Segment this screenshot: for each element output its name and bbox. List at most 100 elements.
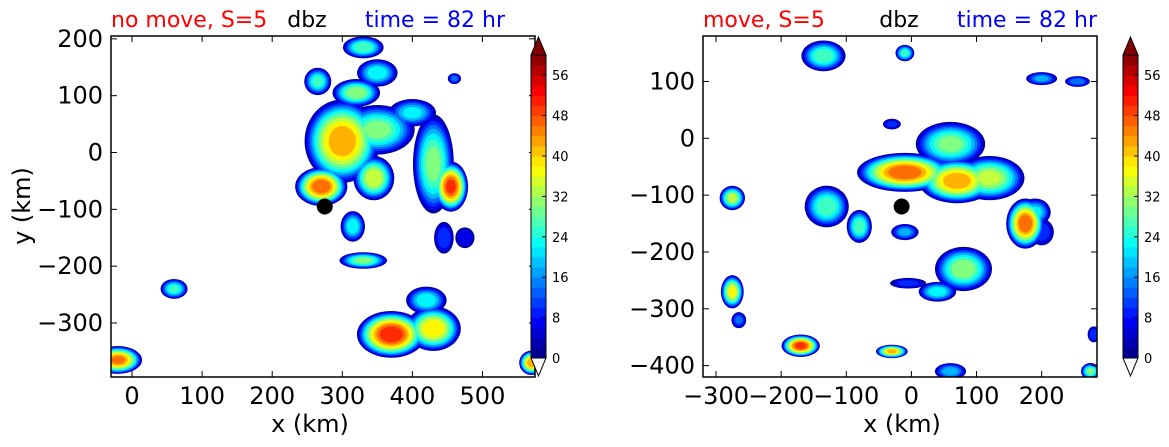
reflectivity-contour (446, 179, 456, 194)
colorbar-tick-label: 8 (1144, 312, 1152, 327)
x-tick-label: 200 (1019, 382, 1065, 410)
left-colorbar: 0 8 16 24 32 40 48 56 (530, 35, 569, 378)
right-title-variable: dbz (879, 8, 918, 33)
x-tick-label: 400 (389, 382, 435, 410)
y-tick-label: −100 (37, 195, 103, 223)
colorbar-swatch (531, 317, 546, 329)
colorbar-swatch (1123, 95, 1138, 106)
y-tick-label: −300 (37, 309, 103, 337)
colorbar-tick-label: 56 (552, 69, 569, 84)
colorbar-tick-label: 32 (1144, 190, 1161, 205)
colorbar-swatch (1123, 236, 1138, 248)
reflectivity-contour (735, 316, 743, 325)
colorbar-swatch (531, 115, 546, 127)
colorbar-tick-label: 16 (552, 271, 569, 286)
left-title-time: time = 82 hr (365, 8, 506, 33)
colorbar-swatch (531, 216, 546, 228)
colorbar-swatch (1123, 55, 1138, 66)
y-tick-label: 100 (649, 67, 695, 95)
reflectivity-contour (402, 107, 422, 119)
reflectivity-contour (354, 42, 373, 53)
colorbar-swatch (1123, 125, 1138, 137)
colorbar-tick-label: 24 (1144, 231, 1161, 246)
colorbar-swatch (1123, 145, 1138, 157)
reflectivity-contour (888, 165, 922, 180)
colorbar-swatch (1123, 75, 1138, 86)
colorbar-swatch (1123, 176, 1138, 187)
right-reflectivity-field (719, 40, 1097, 377)
colorbar-swatch (531, 145, 546, 157)
colorbar-extend-min (1122, 357, 1139, 378)
right-title-time: time = 82 hr (957, 8, 1098, 33)
reflectivity-contour (1087, 368, 1094, 375)
reflectivity-contour (379, 326, 403, 343)
colorbar-swatch (531, 307, 546, 318)
right-y-axis: 100 0 −100 −200 −300 −400 (629, 67, 1097, 380)
x-tick-label: 100 (179, 382, 225, 410)
y-tick-label: −100 (629, 181, 695, 209)
colorbar-tick-label: 16 (1144, 271, 1161, 286)
colorbar-swatch (531, 236, 546, 248)
colorbar-tick-label: 56 (1144, 69, 1161, 84)
reflectivity-contour (328, 126, 356, 157)
reflectivity-contour (416, 293, 437, 307)
reflectivity-contour (457, 229, 473, 246)
left-storm-center-marker (316, 198, 333, 215)
y-tick-label: −200 (629, 238, 695, 266)
colorbar-swatch (1123, 327, 1138, 339)
reflectivity-contour (813, 48, 834, 63)
reflectivity-contour (437, 227, 451, 249)
reflectivity-contour (853, 218, 865, 234)
x-tick-label: 0 (904, 382, 919, 410)
left-title-variable: dbz (287, 8, 326, 33)
left-x-axis-label: x (km) (271, 410, 349, 438)
colorbar-swatch (1123, 115, 1138, 127)
right-title-scenario: move, S=5 (703, 8, 825, 33)
y-tick-label: 0 (88, 139, 103, 167)
reflectivity-contour (312, 179, 331, 194)
y-tick-label: −300 (629, 295, 695, 323)
reflectivity-contour (901, 49, 909, 57)
reflectivity-contour (943, 172, 971, 189)
y-tick-label: −400 (629, 352, 695, 380)
colorbar-swatch (1123, 317, 1138, 329)
reflectivity-contour (426, 146, 441, 182)
colorbar-swatch (531, 327, 546, 339)
colorbar-swatch (531, 95, 546, 106)
x-tick-label: 0 (124, 382, 139, 410)
right-x-axis: −300 −200 −100 0 100 200 (683, 36, 1065, 410)
reflectivity-contour (951, 259, 976, 279)
reflectivity-contour (886, 121, 898, 128)
colorbar-swatch (531, 297, 546, 308)
y-tick-label: 100 (57, 82, 103, 110)
reflectivity-contour (887, 349, 897, 354)
colorbar-frame (530, 54, 547, 359)
reflectivity-contour (451, 75, 458, 82)
colorbar-tick-label: 32 (552, 190, 569, 205)
reflectivity-contour (354, 257, 372, 264)
reflectivity-contour (942, 367, 959, 376)
reflectivity-contour (728, 193, 737, 203)
reflectivity-contour (928, 287, 947, 297)
colorbar-swatch (1123, 277, 1138, 288)
reflectivity-contour (938, 136, 963, 152)
colorbar-tick-label: 0 (1144, 352, 1152, 367)
colorbar-swatch (531, 206, 546, 217)
reflectivity-contour (367, 66, 388, 80)
colorbar-swatch (531, 226, 546, 238)
x-tick-label: 200 (249, 382, 295, 410)
colorbar-swatch (1123, 337, 1138, 349)
y-tick-label: 0 (680, 124, 695, 152)
colorbar-swatch (1123, 105, 1138, 116)
colorbar-swatch (531, 75, 546, 86)
colorbar-tick-label: 48 (552, 110, 569, 125)
colorbar-swatch (531, 166, 546, 177)
colorbar-swatch (531, 267, 546, 278)
left-reflectivity-field (111, 36, 535, 375)
colorbar-swatch (1123, 287, 1138, 298)
colorbar-swatch (531, 65, 546, 76)
reflectivity-contour (168, 285, 180, 293)
reflectivity-contour (1089, 329, 1097, 340)
colorbar-swatch (531, 277, 546, 288)
